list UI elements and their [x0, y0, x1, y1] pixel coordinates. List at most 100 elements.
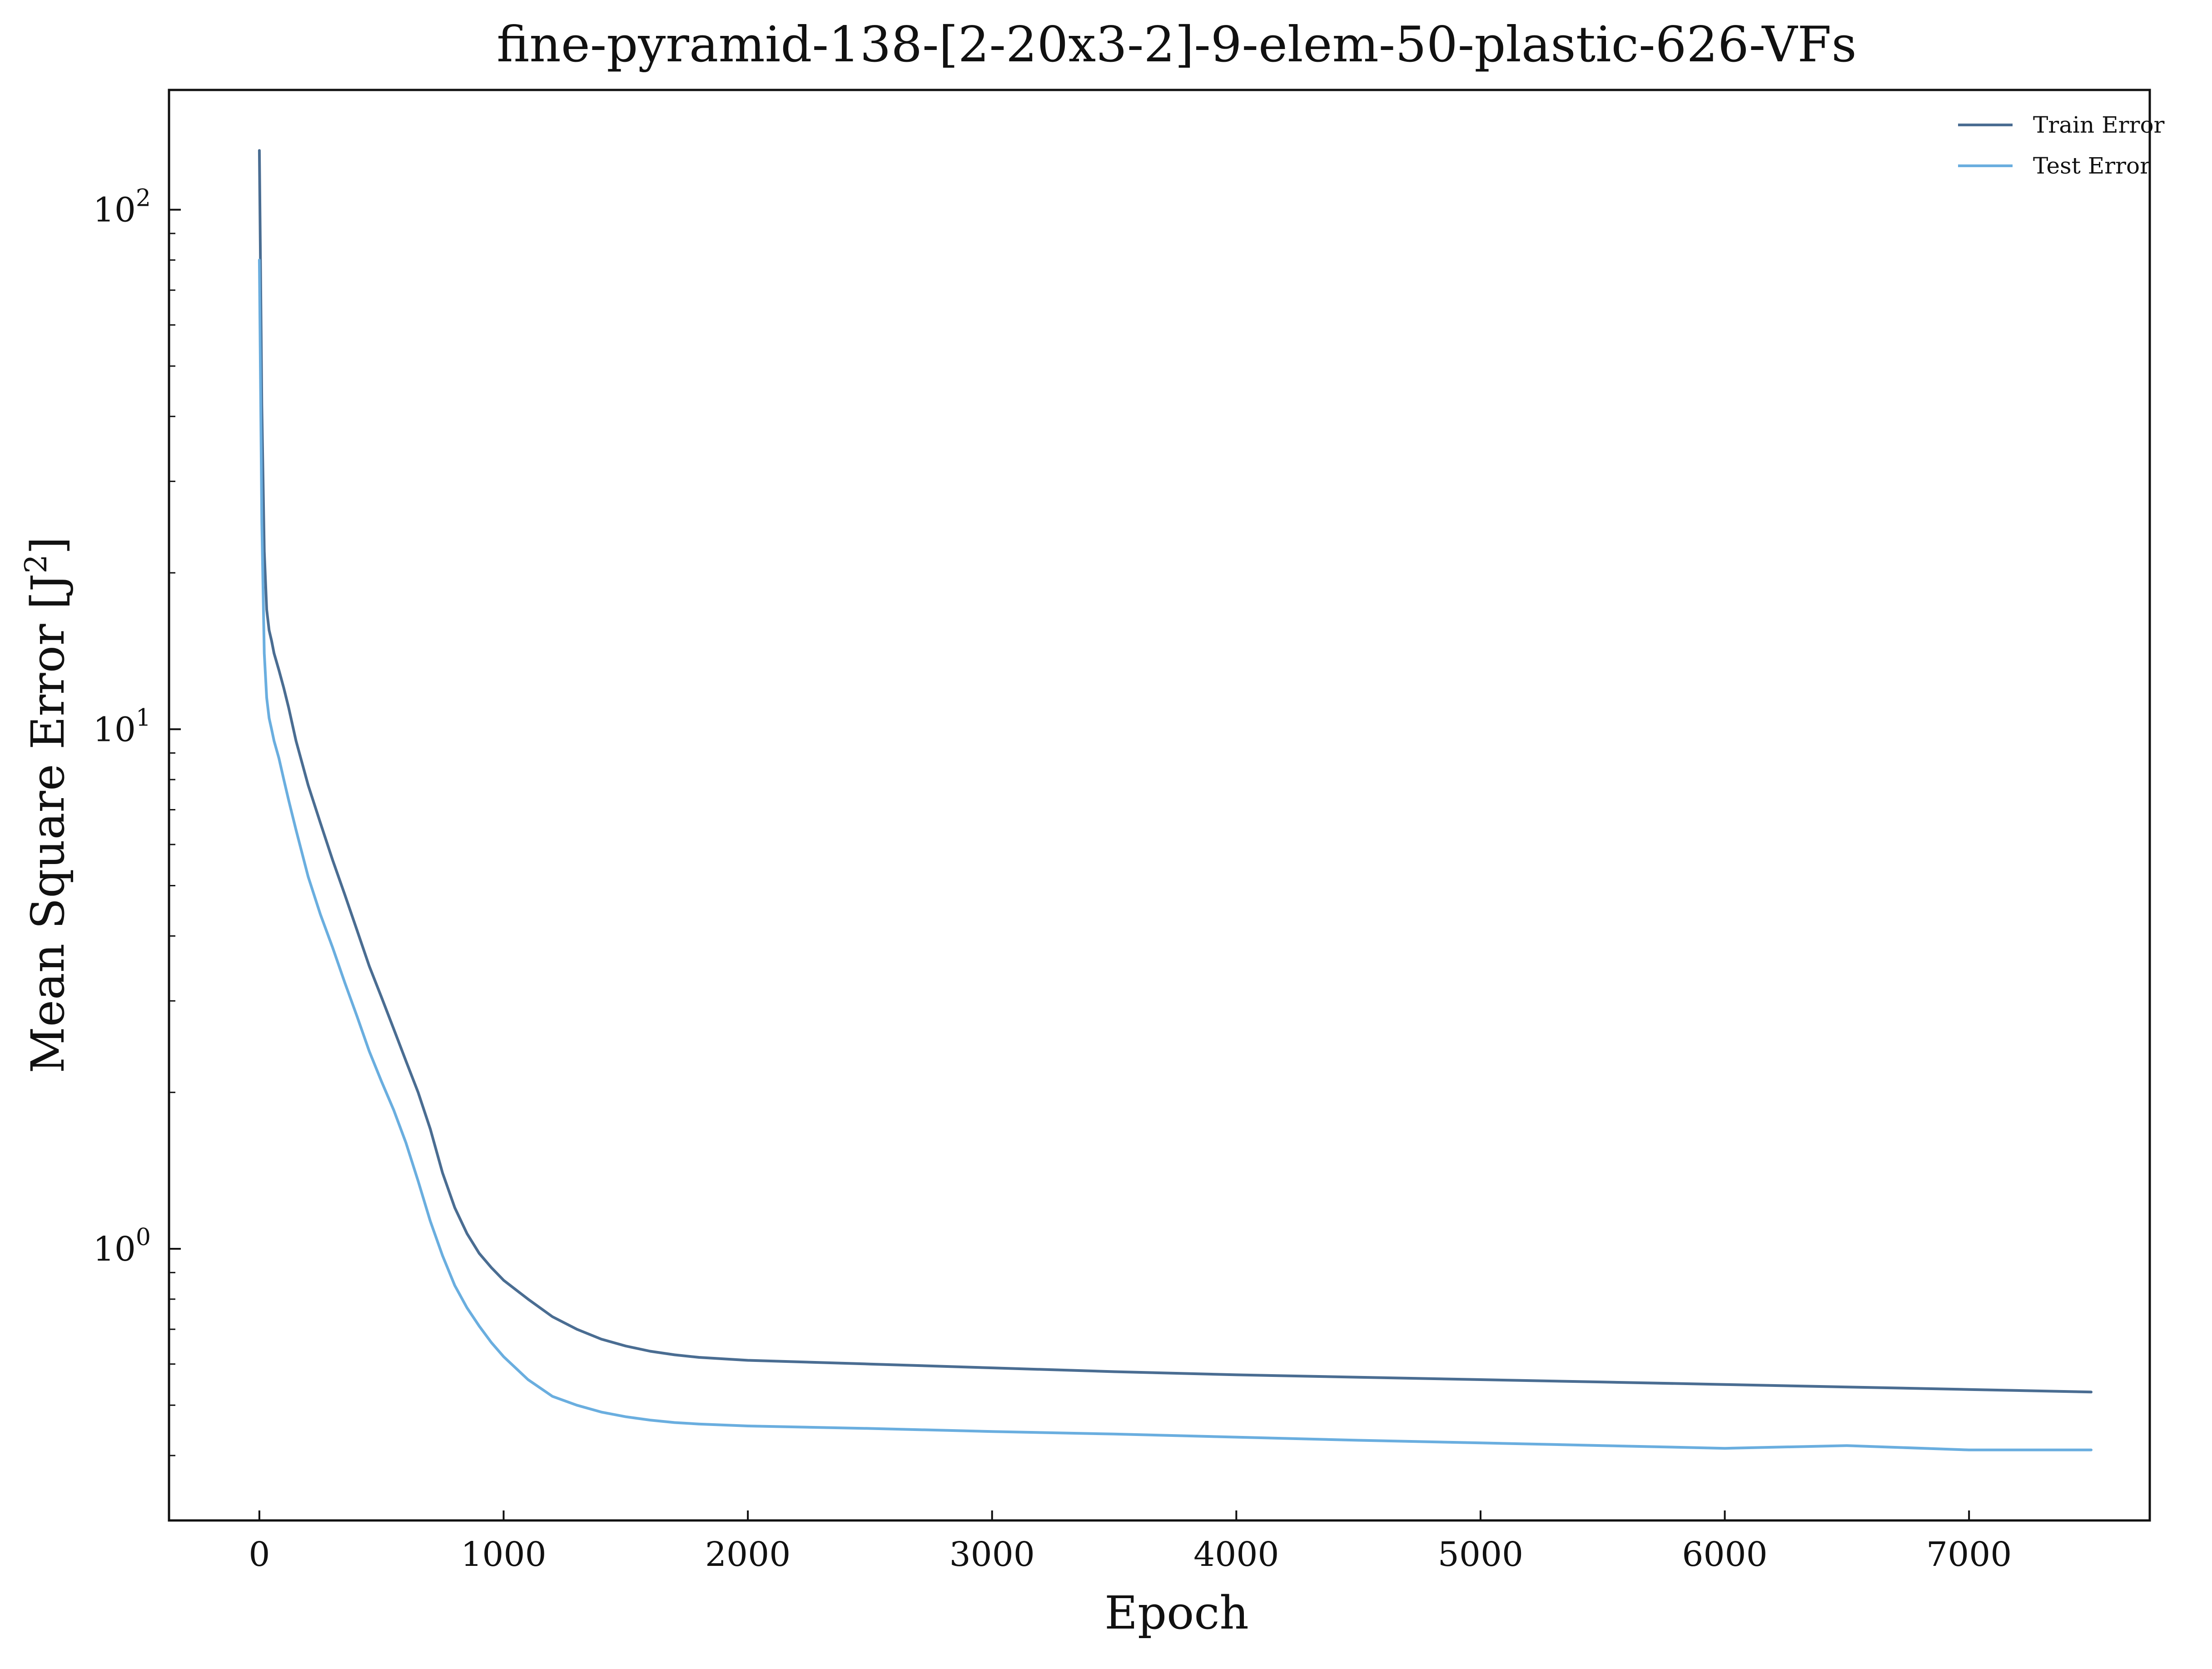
- x-tick-label-2: 2000: [705, 1535, 790, 1574]
- y-axis-label-sup: 2: [19, 554, 54, 573]
- series-1-point-38: [869, 1427, 871, 1430]
- series-0-point-48: [2090, 1391, 2093, 1393]
- series-1-point-22: [429, 1220, 432, 1222]
- series-1-point-20: [405, 1142, 407, 1144]
- series-0-point-33: [624, 1345, 627, 1347]
- x-axis-label: Epoch: [1104, 1586, 1249, 1639]
- series-0-point-6: [270, 640, 273, 642]
- series-0-point-18: [380, 996, 383, 998]
- plot-frame: [168, 89, 2151, 1522]
- series-0-point-5: [268, 629, 270, 632]
- series-0-point-27: [490, 1266, 493, 1269]
- series-1-point-18: [380, 1080, 383, 1083]
- legend-label-0: Train Error: [2033, 112, 2165, 138]
- series-0-point-34: [649, 1350, 651, 1352]
- series-1-point-24: [453, 1284, 456, 1287]
- y-tick-label-1: 101: [93, 704, 151, 749]
- series-1-point-2: [260, 521, 263, 524]
- x-tick-label-6: 6000: [1682, 1535, 1767, 1574]
- series-1-point-10: [287, 799, 290, 802]
- series-1-point-3: [263, 652, 266, 655]
- y-tick-label-exp-0: 0: [136, 1224, 151, 1251]
- series-0-point-38: [869, 1363, 871, 1366]
- series-0-point-21: [417, 1091, 419, 1094]
- series-0-point-19: [393, 1028, 395, 1030]
- series-0-point-13: [319, 822, 322, 825]
- series-1-point-33: [624, 1416, 627, 1418]
- y-axis-label-main: Mean Square Error [J: [21, 573, 75, 1073]
- series-0-point-17: [368, 965, 371, 968]
- series-0-point-8: [278, 669, 280, 671]
- series-0-point-24: [453, 1206, 456, 1209]
- x-tick-label-0: 0: [249, 1535, 270, 1574]
- series-1-point-46: [1845, 1444, 1848, 1447]
- series-1-point-8: [278, 757, 280, 760]
- x-tick-label-7: 7000: [1926, 1535, 2012, 1574]
- series-1-point-30: [551, 1395, 554, 1398]
- series-1-point-13: [319, 913, 322, 916]
- series-0-point-35: [673, 1353, 676, 1356]
- chart-title: fine-pyramid-138-[2-20x3-2]-9-elem-50-pl…: [497, 16, 1857, 73]
- series-0-point-7: [273, 652, 275, 655]
- series-1-point-41: [1235, 1436, 1238, 1439]
- series-0-point-41: [1235, 1373, 1238, 1376]
- series-1-point-37: [746, 1425, 749, 1427]
- series-0-point-42: [1357, 1376, 1360, 1379]
- series-0-point-0: [258, 149, 261, 152]
- series-0-point-12: [307, 784, 309, 787]
- series-0-point-44: [1601, 1381, 1604, 1383]
- series-1-point-42: [1357, 1439, 1360, 1441]
- series-0-point-39: [991, 1366, 994, 1369]
- series-0-point-23: [441, 1172, 444, 1174]
- series-0-point-16: [356, 929, 358, 932]
- series-1-point-36: [698, 1423, 701, 1426]
- series-0-point-25: [466, 1232, 468, 1235]
- y-tick-label-exp-2: 2: [136, 185, 151, 212]
- series-1-point-26: [478, 1325, 481, 1327]
- series-1-point-25: [466, 1306, 468, 1309]
- series-1-point-28: [502, 1355, 505, 1358]
- series-1-point-45: [1724, 1447, 1726, 1450]
- y-tick-label-base-1: 10: [93, 710, 136, 749]
- series-1-point-47: [1968, 1449, 1970, 1451]
- legend: Train Error Test Error: [1958, 112, 2165, 179]
- series-1-point-4: [265, 696, 268, 699]
- y-axis-label-close: ]: [21, 536, 75, 554]
- x-tick-label-3: 3000: [949, 1535, 1035, 1574]
- series-0-point-45: [1724, 1383, 1726, 1386]
- series-1-point-16: [356, 1015, 358, 1018]
- series-layer: [258, 149, 2093, 1451]
- series-1-point-15: [343, 982, 346, 984]
- y-tick-label-0: 100: [93, 1224, 151, 1269]
- series-1-point-34: [649, 1419, 651, 1421]
- x-tick-label-1: 1000: [461, 1535, 546, 1574]
- series-0-point-9: [283, 687, 285, 690]
- series-0-point-46: [1845, 1386, 1848, 1388]
- series-0-point-11: [295, 740, 298, 742]
- series-0-point-36: [698, 1356, 701, 1359]
- x-axis: 0 1000 2000 3000 4000 5000 6000 7000: [249, 1510, 2012, 1574]
- series-1-point-5: [268, 717, 270, 720]
- y-tick-label-base-2: 10: [93, 191, 136, 230]
- series-0-point-47: [1968, 1388, 1970, 1391]
- series-1-point-27: [490, 1341, 493, 1344]
- series-1-point-29: [527, 1378, 529, 1381]
- series-0-point-32: [600, 1338, 603, 1341]
- series-1-point-23: [441, 1254, 444, 1257]
- series-1-point-7: [273, 740, 275, 742]
- series-1-point-44: [1601, 1444, 1604, 1447]
- series-1-point-14: [331, 946, 334, 949]
- series-1-point-35: [673, 1421, 676, 1424]
- x-tick-label-4: 4000: [1193, 1535, 1279, 1574]
- series-1-point-19: [393, 1108, 395, 1111]
- series-0-point-30: [551, 1316, 554, 1318]
- series-1-point-17: [368, 1050, 371, 1053]
- series-0-point-20: [405, 1059, 407, 1062]
- series-1-point-40: [1113, 1433, 1115, 1436]
- series-1-point-48: [2090, 1449, 2093, 1451]
- series-0-point-14: [331, 859, 334, 861]
